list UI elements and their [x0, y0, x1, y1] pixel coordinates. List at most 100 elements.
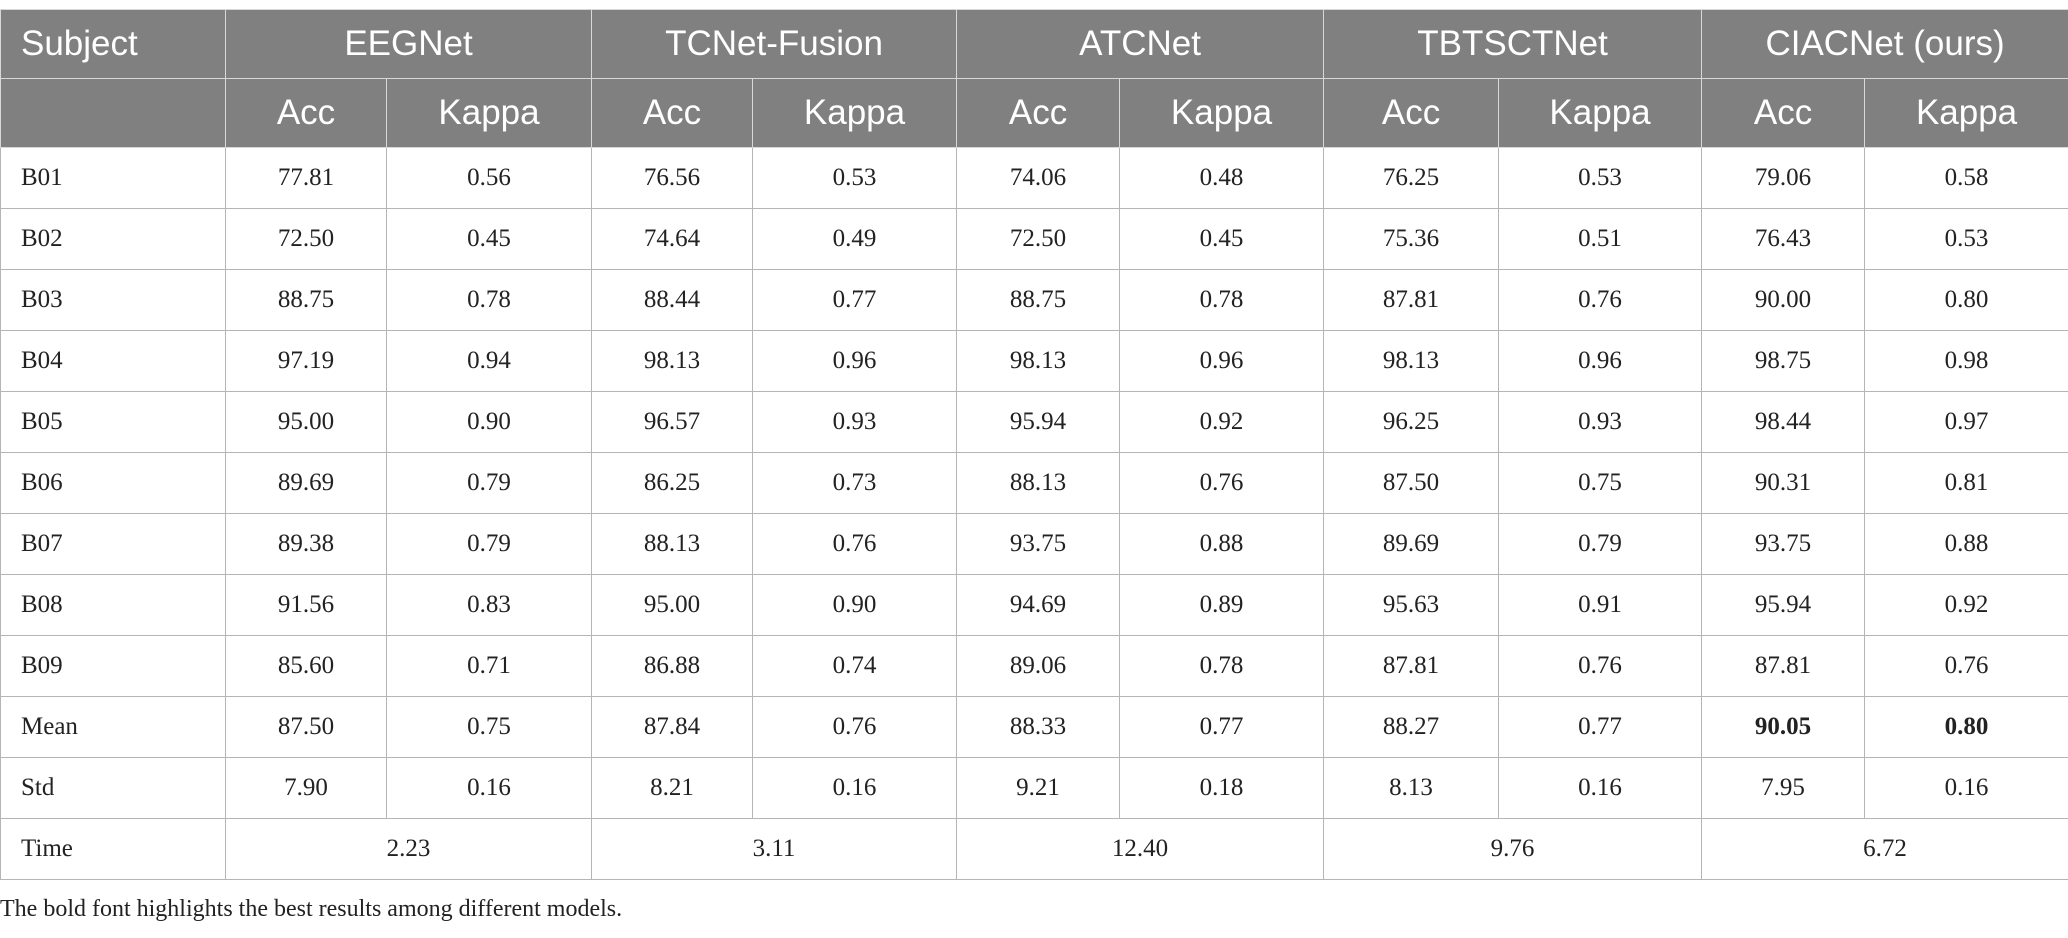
header-row: Subject EEGNet TCNet-Fusion ATCNet TBTSCTNet… [0, 9, 2068, 79]
table-row: B05 95.00 0.90 96.57 0.93 95.94 0.92 96.25 0.93 9… [0, 391, 2068, 453]
table-cell: 86.88 [591, 635, 754, 697]
table-cell: 76.56 [591, 147, 754, 209]
row-label: B03 [0, 269, 226, 331]
table-cell: 7.95 [1701, 757, 1866, 819]
table-cell: 0.79 [385, 452, 593, 514]
table-cell: 79.06 [1701, 147, 1866, 209]
table-cell: 0.76 [752, 696, 958, 758]
table-cell: 0.93 [1498, 391, 1703, 453]
table-cell: 0.56 [385, 147, 593, 209]
table-row: B04 97.19 0.94 98.13 0.96 98.13 0.96 98.13 0.96 9… [0, 330, 2068, 392]
table-cell: 88.75 [956, 269, 1121, 331]
table-cell: 72.50 [956, 208, 1121, 270]
table-cell: 8.13 [1323, 757, 1500, 819]
table-cell: 77.81 [225, 147, 387, 209]
header-cell: Subject [0, 9, 226, 79]
row-label: B01 [0, 147, 226, 209]
table-cell: 0.88 [1119, 513, 1325, 575]
table-cell: 74.06 [956, 147, 1121, 209]
table-cell: 0.74 [752, 635, 958, 697]
subheader-cell: Kappa [752, 78, 958, 148]
table-cell: 0.80 [1864, 696, 2068, 758]
header-cell [0, 78, 226, 148]
subheader-cell: Kappa [385, 78, 593, 148]
table-cell: 0.80 [1864, 269, 2068, 331]
table-cell: 7.90 [225, 757, 387, 819]
table-cell: 95.63 [1323, 574, 1500, 636]
header-cell: EEGNet [224, 9, 593, 79]
results-table: Subject EEGNet TCNet-Fusion ATCNet TBTSCTNet… [0, 9, 2068, 880]
table-cell: 0.79 [385, 513, 593, 575]
table-cell: 98.44 [1701, 391, 1866, 453]
table-cell: 88.75 [225, 269, 387, 331]
table-cell: 0.58 [1864, 147, 2068, 209]
table-cell: 0.98 [1864, 330, 2068, 392]
subheader-cell: Kappa [1498, 78, 1703, 148]
table-cell: 0.78 [385, 269, 593, 331]
table-cell: 0.91 [1498, 574, 1703, 636]
subheader-cell: Kappa [1119, 78, 1325, 148]
row-label: Std [0, 757, 226, 819]
table-cell: 96.57 [591, 391, 754, 453]
table-cell: 87.81 [1323, 269, 1500, 331]
table-cell: 85.60 [225, 635, 387, 697]
table-row: B02 72.50 0.45 74.64 0.49 72.50 0.45 75.36 0.51 7… [0, 208, 2068, 270]
table-cell: 89.69 [225, 452, 387, 514]
table-cell: 0.77 [752, 269, 958, 331]
table-cell: 95.00 [225, 391, 387, 453]
table-row: Mean 87.50 0.75 87.84 0.76 88.33 0.77 88.27 0.77… [0, 696, 2068, 758]
table-cell: 0.88 [1864, 513, 2068, 575]
table-cell: 88.13 [956, 452, 1121, 514]
table-cell: 87.50 [1323, 452, 1500, 514]
table-cell: 0.94 [385, 330, 593, 392]
table-cell: 89.06 [956, 635, 1121, 697]
table-cell: 74.64 [591, 208, 754, 270]
subheader-row: Acc Kappa Acc Kappa Acc Kappa Acc Kappa Acc Kappa [0, 78, 2068, 148]
table-cell: 88.33 [956, 696, 1121, 758]
table-row: Time 2.23 3.11 12.40 9.76 6.72 [0, 818, 2068, 880]
table-cell: 75.36 [1323, 208, 1500, 270]
table-cell: 0.90 [385, 391, 593, 453]
table-body: B01 77.81 0.56 76.56 0.53 74.06 0.48 76.25 0.53 7… [0, 147, 2068, 880]
table-cell: 0.18 [1119, 757, 1325, 819]
table-row: B06 89.69 0.79 86.25 0.73 88.13 0.76 87.50 0.75 9… [0, 452, 2068, 514]
table-cell: 0.53 [1864, 208, 2068, 270]
table-cell: 9.21 [956, 757, 1121, 819]
table-cell: 0.45 [1119, 208, 1325, 270]
table-row: B03 88.75 0.78 88.44 0.77 88.75 0.78 87.81 0.76 9… [0, 269, 2068, 331]
table-cell: 98.13 [956, 330, 1121, 392]
table-cell: 0.16 [1498, 757, 1703, 819]
table-cell: 0.96 [1119, 330, 1325, 392]
table-cell: 90.00 [1701, 269, 1866, 331]
table-cell: 87.81 [1701, 635, 1866, 697]
table-cell: 0.92 [1864, 574, 2068, 636]
table-head: Subject EEGNet TCNet-Fusion ATCNet TBTSCTNet… [0, 9, 2068, 148]
table-cell: 0.75 [385, 696, 593, 758]
table-cell: 0.81 [1864, 452, 2068, 514]
subheader-cell: Acc [1701, 78, 1866, 148]
table-row: B08 91.56 0.83 95.00 0.90 94.69 0.89 95.63 0.91 9… [0, 574, 2068, 636]
table-cell: 91.56 [225, 574, 387, 636]
table-cell: 0.79 [1498, 513, 1703, 575]
table-cell: 0.16 [752, 757, 958, 819]
header-cell: ATCNet [956, 9, 1325, 79]
table-cell: 0.89 [1119, 574, 1325, 636]
table-cell: 0.92 [1119, 391, 1325, 453]
table-cell: 89.38 [225, 513, 387, 575]
table-cell: 87.81 [1323, 635, 1500, 697]
table-row: B01 77.81 0.56 76.56 0.53 74.06 0.48 76.25 0.53 7… [0, 147, 2068, 209]
table-cell: 93.75 [956, 513, 1121, 575]
table-cell: 95.00 [591, 574, 754, 636]
row-label: B04 [0, 330, 226, 392]
table-cell: 87.84 [591, 696, 754, 758]
row-label: B07 [0, 513, 226, 575]
table-cell: 95.94 [956, 391, 1121, 453]
table-cell: 0.45 [385, 208, 593, 270]
table-cell: 88.27 [1323, 696, 1500, 758]
table-cell: 88.44 [591, 269, 754, 331]
subheader-cell: Acc [956, 78, 1121, 148]
table-cell: 0.48 [1119, 147, 1325, 209]
footnote: The bold font highlights the best result… [0, 896, 623, 922]
table-cell: 12.40 [956, 818, 1325, 880]
